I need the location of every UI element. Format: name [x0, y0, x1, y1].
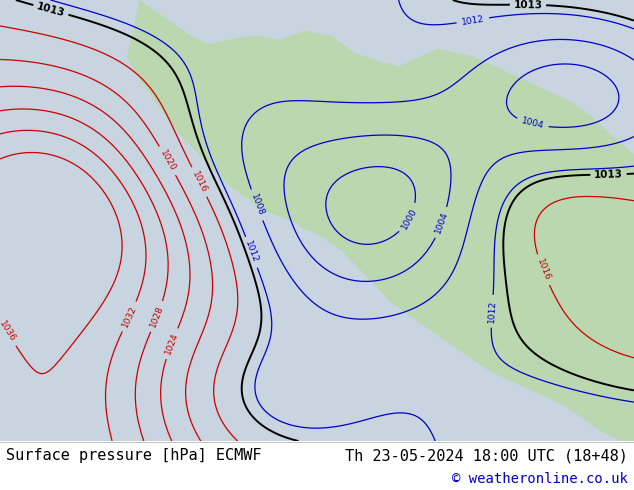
Text: 1024: 1024: [164, 331, 180, 356]
Text: 1004: 1004: [434, 210, 450, 235]
Text: 1020: 1020: [158, 148, 177, 173]
Text: 1028: 1028: [148, 304, 165, 329]
Text: 1012: 1012: [461, 14, 485, 26]
Text: 1036: 1036: [0, 320, 17, 344]
Text: Surface pressure [hPa] ECMWF: Surface pressure [hPa] ECMWF: [6, 448, 262, 463]
Text: 1000: 1000: [399, 206, 418, 230]
Text: 1012: 1012: [243, 240, 260, 265]
Text: 1004: 1004: [521, 117, 545, 131]
Text: 1008: 1008: [249, 193, 265, 218]
Text: 1016: 1016: [534, 258, 552, 282]
Polygon shape: [127, 0, 634, 441]
Text: Th 23-05-2024 18:00 UTC (18+48): Th 23-05-2024 18:00 UTC (18+48): [345, 448, 628, 463]
Text: 1016: 1016: [190, 170, 209, 194]
Text: 1013: 1013: [514, 0, 543, 10]
Text: 1032: 1032: [120, 304, 138, 329]
Text: 1013: 1013: [36, 1, 66, 19]
Text: © weatheronline.co.uk: © weatheronline.co.uk: [452, 472, 628, 486]
Text: 1012: 1012: [487, 299, 497, 323]
Text: 1013: 1013: [594, 169, 623, 180]
